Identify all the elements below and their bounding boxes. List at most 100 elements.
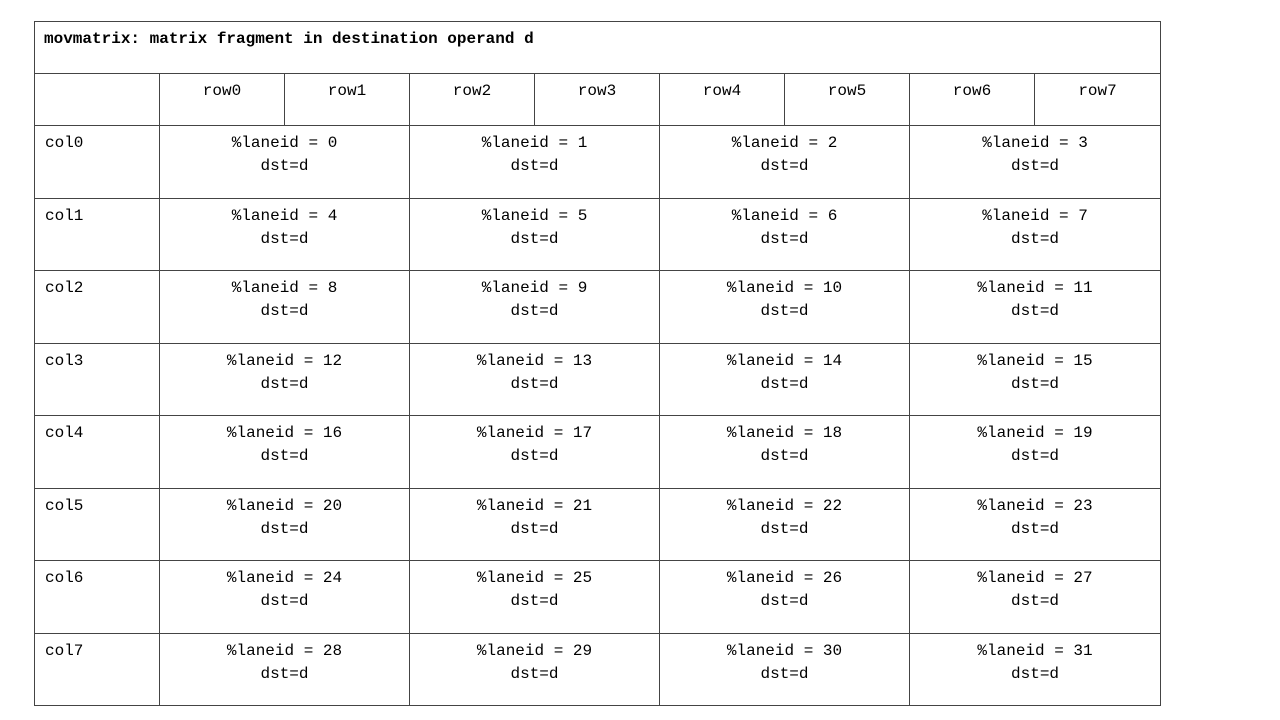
table-row: col7 %laneid = 28 dst=d %laneid = 29 dst=d %l… bbox=[34, 632, 1162, 706]
fragment-cell: %laneid = 18 dst=d bbox=[659, 415, 910, 489]
dst-text: dst=d bbox=[760, 592, 809, 610]
fragment-cell: %laneid = 27 dst=d bbox=[908, 560, 1162, 634]
dst-text: dst=d bbox=[760, 302, 809, 320]
fragment-cell: %laneid = 31 dst=d bbox=[908, 632, 1162, 706]
laneid-text: %laneid = 19 bbox=[977, 424, 1093, 442]
fragment-cell: %laneid = 12 dst=d bbox=[159, 342, 410, 416]
laneid-text: %laneid = 2 bbox=[731, 134, 838, 152]
fragment-cell: %laneid = 9 dst=d bbox=[409, 270, 660, 344]
fragment-cell: %laneid = 5 dst=d bbox=[409, 197, 660, 271]
dst-text: dst=d bbox=[1011, 229, 1060, 248]
row-label: col2 bbox=[34, 270, 160, 344]
dst-text: dst=d bbox=[260, 302, 309, 320]
dst-text: dst=d bbox=[1011, 302, 1060, 320]
row-label: col6 bbox=[34, 560, 160, 634]
fragment-cell: %laneid = 29 dst=d bbox=[409, 632, 660, 706]
column-header-row1: row1 bbox=[284, 73, 410, 126]
row-label: col7 bbox=[34, 632, 160, 706]
dst-text: dst=d bbox=[1011, 519, 1060, 538]
header-row: row0 row1 row2 row3 row4 row5 row6 row7 bbox=[34, 73, 1162, 126]
row-label: col5 bbox=[34, 487, 160, 561]
fragment-cell: %laneid = 1 dst=d bbox=[409, 125, 660, 199]
laneid-text: %laneid = 26 bbox=[726, 569, 843, 587]
column-header-row5: row5 bbox=[784, 73, 910, 126]
dst-text: dst=d bbox=[510, 374, 559, 393]
fragment-cell: %laneid = 6 dst=d bbox=[659, 197, 910, 271]
dst-text: dst=d bbox=[260, 229, 309, 248]
row-label: col3 bbox=[34, 342, 160, 416]
laneid-text: %laneid = 27 bbox=[977, 569, 1093, 587]
column-header-row6: row6 bbox=[909, 73, 1035, 126]
laneid-text: %laneid = 5 bbox=[481, 206, 588, 225]
dst-text: dst=d bbox=[260, 374, 309, 393]
row-label: col4 bbox=[34, 415, 160, 489]
laneid-text: %laneid = 17 bbox=[476, 424, 593, 442]
dst-text: dst=d bbox=[1011, 592, 1060, 610]
laneid-text: %laneid = 15 bbox=[977, 351, 1093, 370]
table-row: col0 %laneid = 0 dst=d %laneid = 1 dst=d %lan… bbox=[34, 125, 1162, 199]
fragment-cell: %laneid = 8 dst=d bbox=[159, 270, 410, 344]
table-row: col2 %laneid = 8 dst=d %laneid = 9 dst=d %lan… bbox=[34, 270, 1162, 344]
fragment-cell: %laneid = 30 dst=d bbox=[659, 632, 910, 706]
dst-text: dst=d bbox=[760, 519, 809, 538]
dst-text: dst=d bbox=[760, 447, 809, 465]
laneid-text: %laneid = 4 bbox=[231, 206, 338, 225]
laneid-text: %laneid = 14 bbox=[726, 351, 843, 370]
fragment-cell: %laneid = 2 dst=d bbox=[659, 125, 910, 199]
laneid-text: %laneid = 10 bbox=[726, 279, 843, 297]
matrix-fragment-table: movmatrix: matrix fragment in destinatio… bbox=[33, 21, 1162, 706]
laneid-text: %laneid = 7 bbox=[982, 206, 1088, 225]
laneid-text: %laneid = 8 bbox=[231, 279, 338, 297]
table-row: col3 %laneid = 12 dst=d %laneid = 13 dst=d %l… bbox=[34, 342, 1162, 416]
fragment-cell: %laneid = 21 dst=d bbox=[409, 487, 660, 561]
table-row: col4 %laneid = 16 dst=d %laneid = 17 dst=d %l… bbox=[34, 415, 1162, 489]
laneid-text: %laneid = 25 bbox=[476, 569, 593, 587]
laneid-text: %laneid = 22 bbox=[726, 496, 843, 515]
laneid-text: %laneid = 1 bbox=[481, 134, 588, 152]
fragment-cell: %laneid = 17 dst=d bbox=[409, 415, 660, 489]
laneid-text: %laneid = 28 bbox=[226, 641, 343, 660]
fragment-cell: %laneid = 25 dst=d bbox=[409, 560, 660, 634]
laneid-text: %laneid = 13 bbox=[476, 351, 593, 370]
fragment-cell: %laneid = 7 dst=d bbox=[908, 197, 1162, 271]
dst-text: dst=d bbox=[260, 447, 309, 465]
table-row: col5 %laneid = 20 dst=d %laneid = 21 dst=d %l… bbox=[34, 487, 1162, 561]
fragment-cell: %laneid = 26 dst=d bbox=[659, 560, 910, 634]
laneid-text: %laneid = 24 bbox=[226, 569, 343, 587]
dst-text: dst=d bbox=[1011, 664, 1060, 683]
laneid-text: %laneid = 20 bbox=[226, 496, 343, 515]
laneid-text: %laneid = 30 bbox=[726, 641, 843, 660]
dst-text: dst=d bbox=[510, 519, 559, 538]
dst-text: dst=d bbox=[760, 664, 809, 683]
fragment-cell: %laneid = 11 dst=d bbox=[908, 270, 1162, 344]
laneid-text: %laneid = 3 bbox=[982, 134, 1088, 152]
dst-text: dst=d bbox=[510, 664, 559, 683]
corner-cell bbox=[34, 73, 160, 126]
dst-text: dst=d bbox=[510, 592, 559, 610]
fragment-cell: %laneid = 28 dst=d bbox=[159, 632, 410, 706]
fragment-cell: %laneid = 20 dst=d bbox=[159, 487, 410, 561]
dst-text: dst=d bbox=[1011, 374, 1060, 393]
laneid-text: %laneid = 21 bbox=[476, 496, 593, 515]
table-row: col6 %laneid = 24 dst=d %laneid = 25 dst=d %l… bbox=[34, 560, 1162, 634]
column-header-row3: row3 bbox=[534, 73, 660, 126]
dst-text: dst=d bbox=[260, 519, 309, 538]
laneid-text: %laneid = 31 bbox=[977, 641, 1093, 660]
fragment-cell: %laneid = 22 dst=d bbox=[659, 487, 910, 561]
laneid-text: %laneid = 18 bbox=[726, 424, 843, 442]
dst-text: dst=d bbox=[510, 157, 559, 175]
fragment-cell: %laneid = 13 dst=d bbox=[409, 342, 660, 416]
dst-text: dst=d bbox=[510, 302, 559, 320]
column-header-row2: row2 bbox=[409, 73, 535, 126]
fragment-cell: %laneid = 16 dst=d bbox=[159, 415, 410, 489]
laneid-text: %laneid = 6 bbox=[731, 206, 838, 225]
row-label: col1 bbox=[34, 197, 160, 271]
dst-text: dst=d bbox=[260, 664, 309, 683]
column-header-row4: row4 bbox=[659, 73, 785, 126]
fragment-cell: %laneid = 4 dst=d bbox=[159, 197, 410, 271]
dst-text: dst=d bbox=[260, 157, 309, 175]
dst-text: dst=d bbox=[510, 447, 559, 465]
row-label: col0 bbox=[34, 125, 160, 199]
laneid-text: %laneid = 12 bbox=[226, 351, 343, 370]
dst-text: dst=d bbox=[510, 229, 559, 248]
